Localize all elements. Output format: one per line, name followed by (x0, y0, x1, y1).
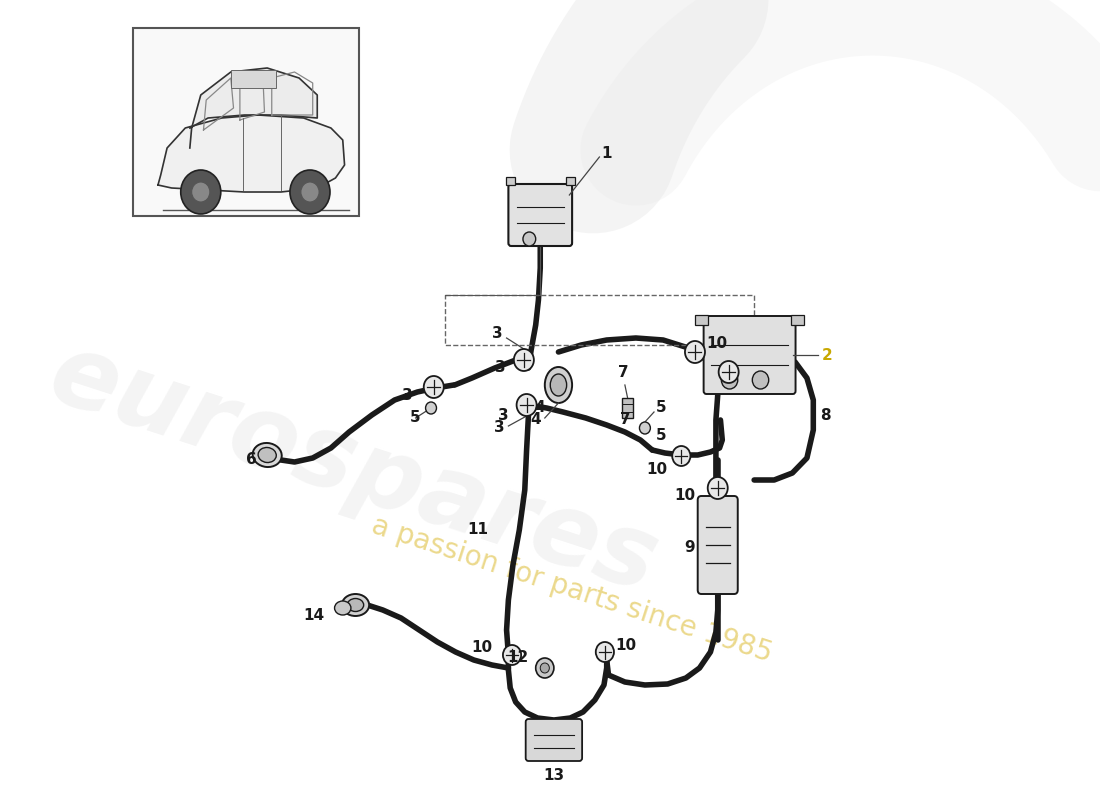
Circle shape (517, 394, 537, 416)
Text: 3: 3 (493, 326, 503, 341)
Text: 1: 1 (602, 146, 612, 161)
Ellipse shape (342, 594, 370, 616)
Text: 4: 4 (535, 401, 544, 415)
Text: 5: 5 (656, 427, 667, 442)
Circle shape (752, 371, 769, 389)
Text: 10: 10 (647, 462, 668, 478)
Circle shape (536, 658, 554, 678)
Circle shape (639, 422, 650, 434)
Circle shape (514, 349, 534, 371)
Bar (791, 315, 804, 325)
Text: 5: 5 (656, 401, 667, 415)
Text: 9: 9 (684, 541, 695, 555)
Text: 8: 8 (821, 407, 832, 422)
Circle shape (540, 663, 549, 673)
Polygon shape (158, 115, 344, 192)
Bar (506, 177, 515, 185)
Bar (231, 70, 276, 88)
Text: 10: 10 (674, 489, 695, 503)
Bar (565, 177, 575, 185)
Ellipse shape (550, 374, 566, 396)
Circle shape (191, 182, 210, 202)
Text: 10: 10 (707, 335, 728, 350)
Circle shape (180, 170, 221, 214)
Ellipse shape (258, 447, 276, 462)
Text: 13: 13 (543, 768, 564, 783)
Text: 12: 12 (507, 650, 528, 666)
Text: 5: 5 (410, 410, 421, 426)
Circle shape (685, 341, 705, 363)
Text: 4: 4 (530, 413, 541, 427)
Circle shape (522, 232, 536, 246)
Text: 10: 10 (471, 641, 492, 655)
Text: 10: 10 (616, 638, 637, 653)
Bar (695, 315, 708, 325)
Circle shape (424, 376, 443, 398)
Circle shape (707, 477, 728, 499)
Ellipse shape (253, 443, 282, 467)
Circle shape (290, 170, 330, 214)
Circle shape (426, 402, 437, 414)
Bar (133, 28, 359, 216)
Text: eurospares: eurospares (37, 326, 670, 614)
Text: 7: 7 (618, 365, 628, 380)
Text: 14: 14 (304, 607, 324, 622)
FancyBboxPatch shape (526, 719, 582, 761)
Ellipse shape (544, 367, 572, 403)
Bar (623, 398, 634, 418)
Text: a passion for parts since 1985: a passion for parts since 1985 (368, 512, 776, 668)
Circle shape (722, 371, 738, 389)
FancyBboxPatch shape (508, 184, 572, 246)
Text: 7: 7 (619, 413, 630, 427)
Circle shape (672, 446, 691, 466)
FancyBboxPatch shape (697, 496, 738, 594)
Circle shape (503, 645, 521, 665)
Circle shape (718, 361, 739, 383)
Circle shape (596, 642, 614, 662)
Text: 3: 3 (495, 361, 506, 375)
Text: 3: 3 (494, 421, 505, 435)
Ellipse shape (334, 601, 351, 615)
Circle shape (301, 182, 319, 202)
Text: 11: 11 (468, 522, 488, 538)
Text: 2: 2 (822, 347, 833, 362)
Ellipse shape (348, 598, 364, 611)
Text: 6: 6 (246, 453, 257, 467)
Text: 3: 3 (498, 407, 508, 422)
Polygon shape (190, 68, 317, 148)
Text: 3: 3 (403, 387, 412, 402)
FancyBboxPatch shape (704, 316, 795, 394)
